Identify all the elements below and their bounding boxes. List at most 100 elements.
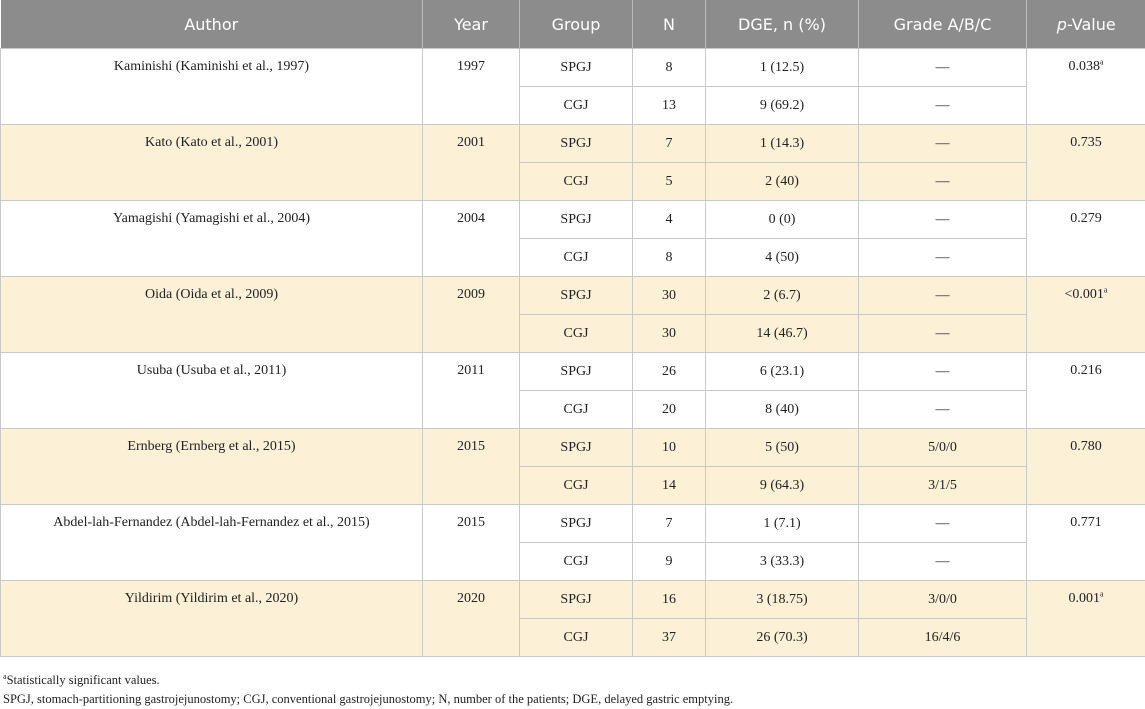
- footnote-significance: aStatistically significant values.: [3, 671, 733, 690]
- cell-year: 2015: [422, 428, 520, 505]
- cell-n: 8: [632, 238, 706, 277]
- cell-n: 10: [632, 428, 706, 467]
- p-value-text: 0.735: [1070, 135, 1102, 150]
- cell-year: 2020: [422, 580, 520, 657]
- cell-dge: 0 (0): [705, 200, 859, 239]
- cell-p-value: 0.735: [1026, 124, 1145, 201]
- cell-group: SPGJ: [519, 48, 633, 87]
- cell-author: Yildirim (Yildirim et al., 2020): [0, 580, 423, 657]
- cell-author: Oida (Oida et al., 2009): [0, 276, 423, 353]
- cell-group: SPGJ: [519, 200, 633, 239]
- table-row: Ernberg (Ernberg et al., 2015) 2015 SPGJ 10…: [0, 428, 1145, 505]
- table-row: CGJ 5 2 (40) —: [1, 162, 1145, 201]
- significance-marker: a: [1099, 589, 1104, 599]
- cell-grade: —: [858, 162, 1027, 201]
- cell-n: 9: [632, 542, 706, 581]
- table-row: CGJ 13 9 (69.2) —: [1, 86, 1145, 125]
- cell-n: 5: [632, 162, 706, 201]
- cell-grade: —: [858, 352, 1027, 391]
- significance-marker: a: [1103, 285, 1108, 295]
- cell-author: Abdel-lah-Fernandez (Abdel-lah-Fernandez…: [0, 504, 423, 581]
- cell-group: SPGJ: [519, 124, 633, 163]
- table-row: CGJ 9 3 (33.3) —: [1, 542, 1145, 581]
- cell-group: SPGJ: [519, 428, 633, 467]
- cell-grade: —: [858, 238, 1027, 277]
- cell-group: SPGJ: [519, 276, 633, 315]
- cell-dge: 2 (40): [705, 162, 859, 201]
- table-footnotes: aStatistically significant values. SPGJ,…: [3, 671, 733, 709]
- cell-grade: —: [858, 504, 1027, 543]
- table-row: Yildirim (Yildirim et al., 2020) 2020 SPGJ…: [0, 580, 1145, 657]
- footnote-significance-text: Statistically significant values.: [6, 673, 160, 687]
- header-n: N: [632, 0, 706, 49]
- cell-n: 7: [632, 504, 706, 543]
- cell-dge: 26 (70.3): [705, 618, 859, 657]
- cell-dge: 5 (50): [705, 428, 859, 467]
- cell-group: SPGJ: [519, 580, 633, 619]
- cell-grade: —: [858, 276, 1027, 315]
- cell-dge: 8 (40): [705, 390, 859, 429]
- cell-grade: 5/0/0: [858, 428, 1027, 467]
- table-row: Usuba (Usuba et al., 2011) 2011 SPGJ 26 6 (2…: [0, 352, 1145, 429]
- cell-dge: 9 (69.2): [705, 86, 859, 125]
- p-value-text: 0.001: [1068, 591, 1100, 606]
- cell-year: 2011: [422, 352, 520, 429]
- header-p-italic: p: [1056, 14, 1067, 34]
- cell-dge: 1 (12.5): [705, 48, 859, 87]
- p-value-text: 0.279: [1070, 211, 1102, 226]
- cell-group: SPGJ: [519, 504, 633, 543]
- cell-n: 13: [632, 86, 706, 125]
- header-author: Author: [0, 0, 423, 49]
- cell-author: Kato (Kato et al., 2001): [0, 124, 423, 201]
- cell-group: CGJ: [519, 314, 633, 353]
- cell-group: CGJ: [519, 466, 633, 505]
- cell-p-value: <0.001a: [1026, 276, 1145, 353]
- cell-grade: —: [858, 124, 1027, 163]
- cell-p-value: 0.279: [1026, 200, 1145, 277]
- cell-author: Kaminishi (Kaminishi et al., 1997): [0, 48, 423, 125]
- table-header-row: Author Year Group N DGE, n (%) Grade A/B…: [0, 0, 1145, 49]
- cell-dge: 14 (46.7): [705, 314, 859, 353]
- cell-n: 30: [632, 276, 706, 315]
- table-row: Kaminishi (Kaminishi et al., 1997) 1997 SP…: [0, 48, 1145, 125]
- cell-dge: 2 (6.7): [705, 276, 859, 315]
- header-year: Year: [422, 0, 520, 49]
- cell-group: SPGJ: [519, 352, 633, 391]
- cell-year: 2004: [422, 200, 520, 277]
- cell-group: CGJ: [519, 542, 633, 581]
- header-p-rest: -Value: [1066, 14, 1116, 34]
- cell-dge: 1 (14.3): [705, 124, 859, 163]
- significance-marker: a: [1099, 57, 1104, 67]
- cell-grade: —: [858, 86, 1027, 125]
- p-value-text: 0.780: [1070, 439, 1102, 454]
- cell-p-value: 0.771: [1026, 504, 1145, 581]
- cell-n: 7: [632, 124, 706, 163]
- cell-n: 14: [632, 466, 706, 505]
- table-row: Abdel-lah-Fernandez (Abdel-lah-Fernandez…: [0, 504, 1145, 581]
- cell-dge: 1 (7.1): [705, 504, 859, 543]
- cell-grade: —: [858, 542, 1027, 581]
- p-value-text: 0.771: [1070, 515, 1102, 530]
- cell-year: 1997: [422, 48, 520, 125]
- cell-grade: —: [858, 48, 1027, 87]
- header-group: Group: [519, 0, 633, 49]
- cell-dge: 9 (64.3): [705, 466, 859, 505]
- p-value-text: <0.001: [1064, 287, 1104, 302]
- header-dge: DGE, n (%): [705, 0, 859, 49]
- cell-author: Yamagishi (Yamagishi et al., 2004): [0, 200, 423, 277]
- cell-author: Ernberg (Ernberg et al., 2015): [0, 428, 423, 505]
- cell-n: 16: [632, 580, 706, 619]
- cell-n: 26: [632, 352, 706, 391]
- cell-n: 8: [632, 48, 706, 87]
- table-row: CGJ 14 9 (64.3) 3/1/5: [1, 466, 1145, 505]
- cell-grade: 3/0/0: [858, 580, 1027, 619]
- footnote-abbreviations: SPGJ, stomach-partitioning gastrojejunos…: [3, 692, 734, 706]
- table-row: Oida (Oida et al., 2009) 2009 SPGJ 30 2 (6.7…: [0, 276, 1145, 353]
- cell-n: 30: [632, 314, 706, 353]
- cell-year: 2001: [422, 124, 520, 201]
- table-row: Kato (Kato et al., 2001) 2001 SPGJ 7 1 (14.3…: [0, 124, 1145, 201]
- cell-dge: 3 (18.75): [705, 580, 859, 619]
- cell-grade: —: [858, 200, 1027, 239]
- header-p-value: p-Value: [1026, 0, 1145, 49]
- p-value-text: 0.216: [1070, 363, 1102, 378]
